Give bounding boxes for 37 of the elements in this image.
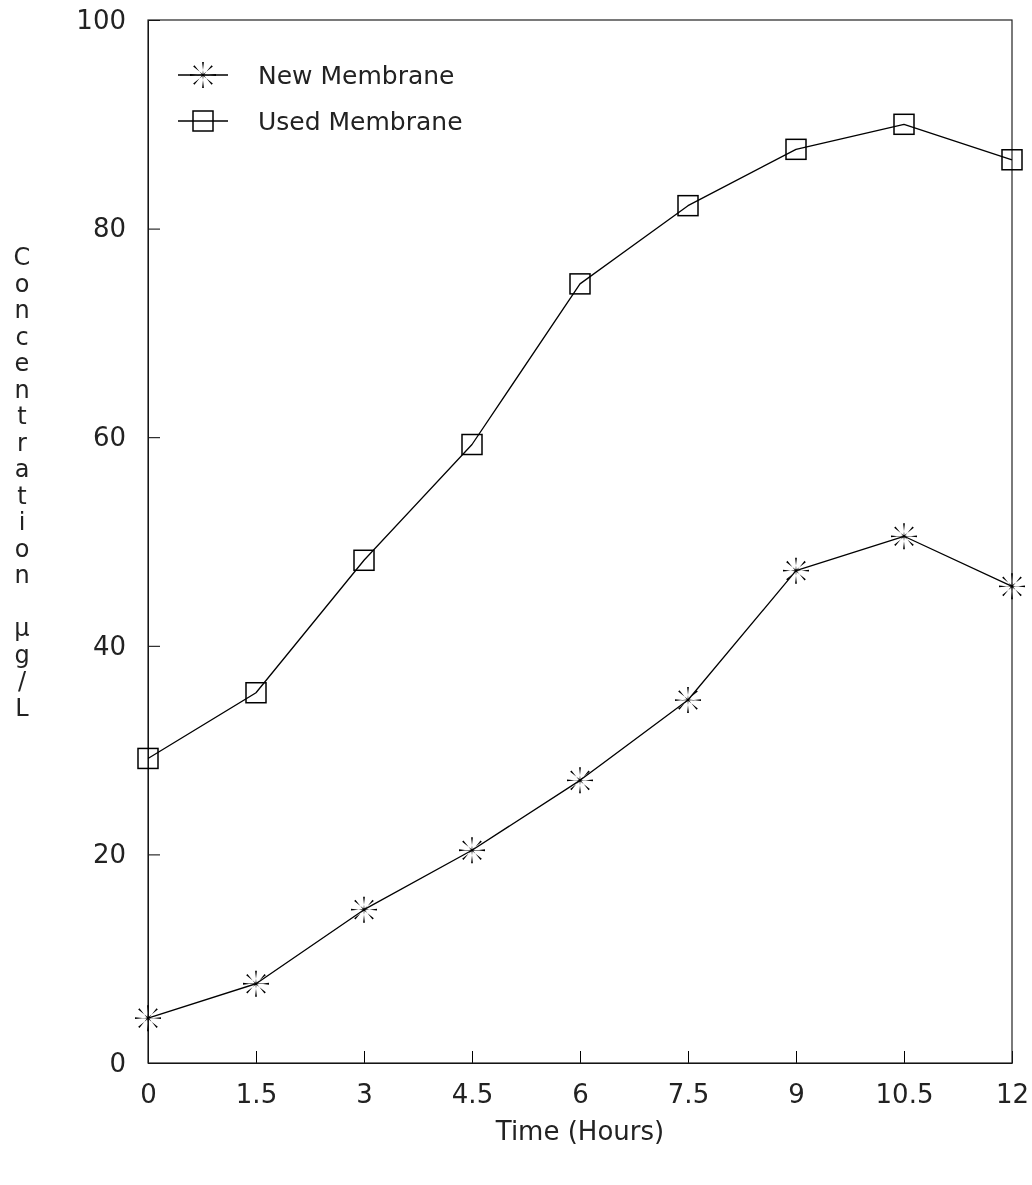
- point: [999, 573, 1025, 600]
- point: [677, 194, 699, 217]
- point: [137, 747, 159, 770]
- point: [783, 557, 809, 584]
- point: [351, 896, 377, 923]
- x-axis-title: Time (Hours): [494, 1116, 665, 1146]
- y-tick-label: 60: [92, 422, 126, 453]
- point: [461, 433, 483, 456]
- point: [245, 681, 267, 704]
- point: [675, 687, 701, 714]
- point: [243, 970, 269, 997]
- point: [567, 767, 593, 794]
- legend-label: Used Membrane: [258, 107, 463, 136]
- point: [569, 273, 591, 295]
- y-tick-label: 100: [76, 4, 126, 35]
- x-tick-label: 3: [356, 1079, 373, 1110]
- y-tick-label: 40: [92, 630, 126, 661]
- text: Concentration µg/L: [13, 243, 31, 722]
- y-tick-label: 80: [92, 213, 126, 244]
- x-tick-label: 1.5: [235, 1079, 278, 1110]
- point: [893, 113, 915, 136]
- point: [785, 138, 807, 161]
- x-tick-label: 10.5: [875, 1079, 934, 1110]
- x-tick-label: 6: [572, 1079, 589, 1110]
- x-tick-label: 0: [140, 1079, 157, 1110]
- x-tick-label: 9: [788, 1079, 805, 1110]
- x-tick-label: 7.5: [667, 1079, 710, 1110]
- point: [1001, 149, 1023, 171]
- x-tick-label: 4.5: [451, 1079, 494, 1110]
- y-tick-label: 20: [92, 839, 126, 870]
- point: [135, 1005, 161, 1032]
- point: [353, 549, 375, 572]
- x-tick-label: 12: [995, 1079, 1030, 1110]
- point: [459, 837, 485, 864]
- point: [891, 523, 917, 550]
- y-tick-label: 0: [109, 1047, 126, 1078]
- legend-label: New Membrane: [258, 61, 455, 90]
